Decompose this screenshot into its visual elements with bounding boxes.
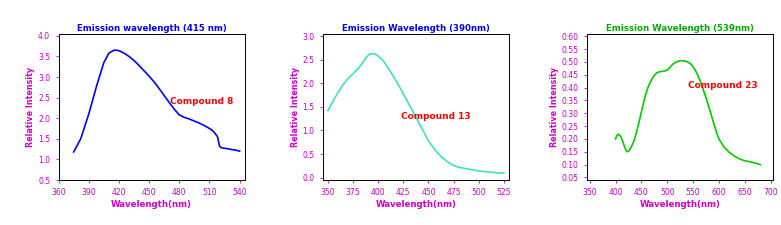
Y-axis label: Relative Intensity: Relative Intensity — [550, 67, 559, 147]
X-axis label: Wavelength(nm): Wavelength(nm) — [111, 200, 192, 209]
X-axis label: Wavelength(nm): Wavelength(nm) — [376, 200, 456, 209]
Text: Compound 8: Compound 8 — [170, 97, 234, 106]
Y-axis label: Relative Intensity: Relative Intensity — [27, 67, 35, 147]
Title: Emission Wavelength (390nm): Emission Wavelength (390nm) — [342, 24, 490, 33]
X-axis label: Wavelength(nm): Wavelength(nm) — [640, 200, 721, 209]
Text: Compound 23: Compound 23 — [687, 81, 758, 90]
Y-axis label: Relative Intensity: Relative Intensity — [291, 67, 300, 147]
Text: Compound 13: Compound 13 — [401, 112, 471, 121]
Title: Emission wavelength (415 nm): Emission wavelength (415 nm) — [77, 24, 226, 33]
Title: Emission Wavelength (539nm): Emission Wavelength (539nm) — [606, 24, 754, 33]
